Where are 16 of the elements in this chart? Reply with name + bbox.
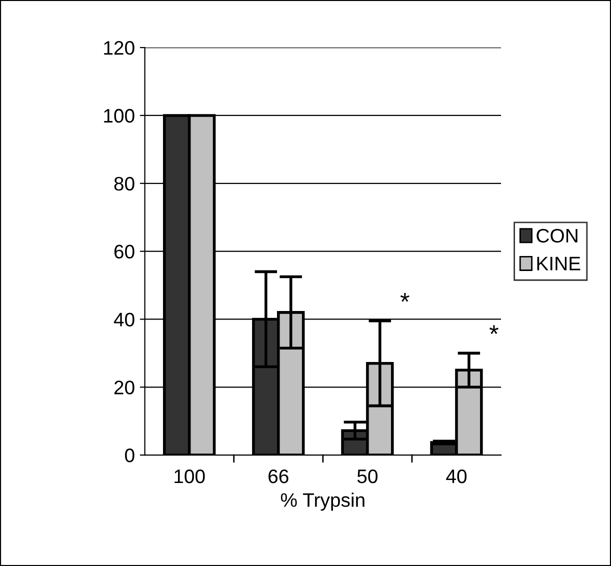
legend-label: CON <box>536 228 578 243</box>
x-tick-label: 66 <box>268 469 288 484</box>
y-tick-label: 120 <box>104 41 134 55</box>
annotation: * <box>400 292 410 302</box>
x-tick-label: 40 <box>446 469 467 484</box>
x-tick-label: 50 <box>357 469 378 484</box>
y-tick-label: 80 <box>114 176 134 191</box>
y-tick-label: 40 <box>114 312 134 326</box>
y-tick-label: 60 <box>114 244 134 259</box>
x-tick-label: 100 <box>174 469 205 484</box>
x-axis-title: % Trypsin <box>280 492 364 511</box>
y-tick-label: 100 <box>104 108 134 123</box>
y-tick-label: 0 <box>125 448 134 462</box>
annotation: * <box>490 325 498 334</box>
y-tick-label: 20 <box>114 380 134 394</box>
legend-label: KINE <box>537 256 580 270</box>
